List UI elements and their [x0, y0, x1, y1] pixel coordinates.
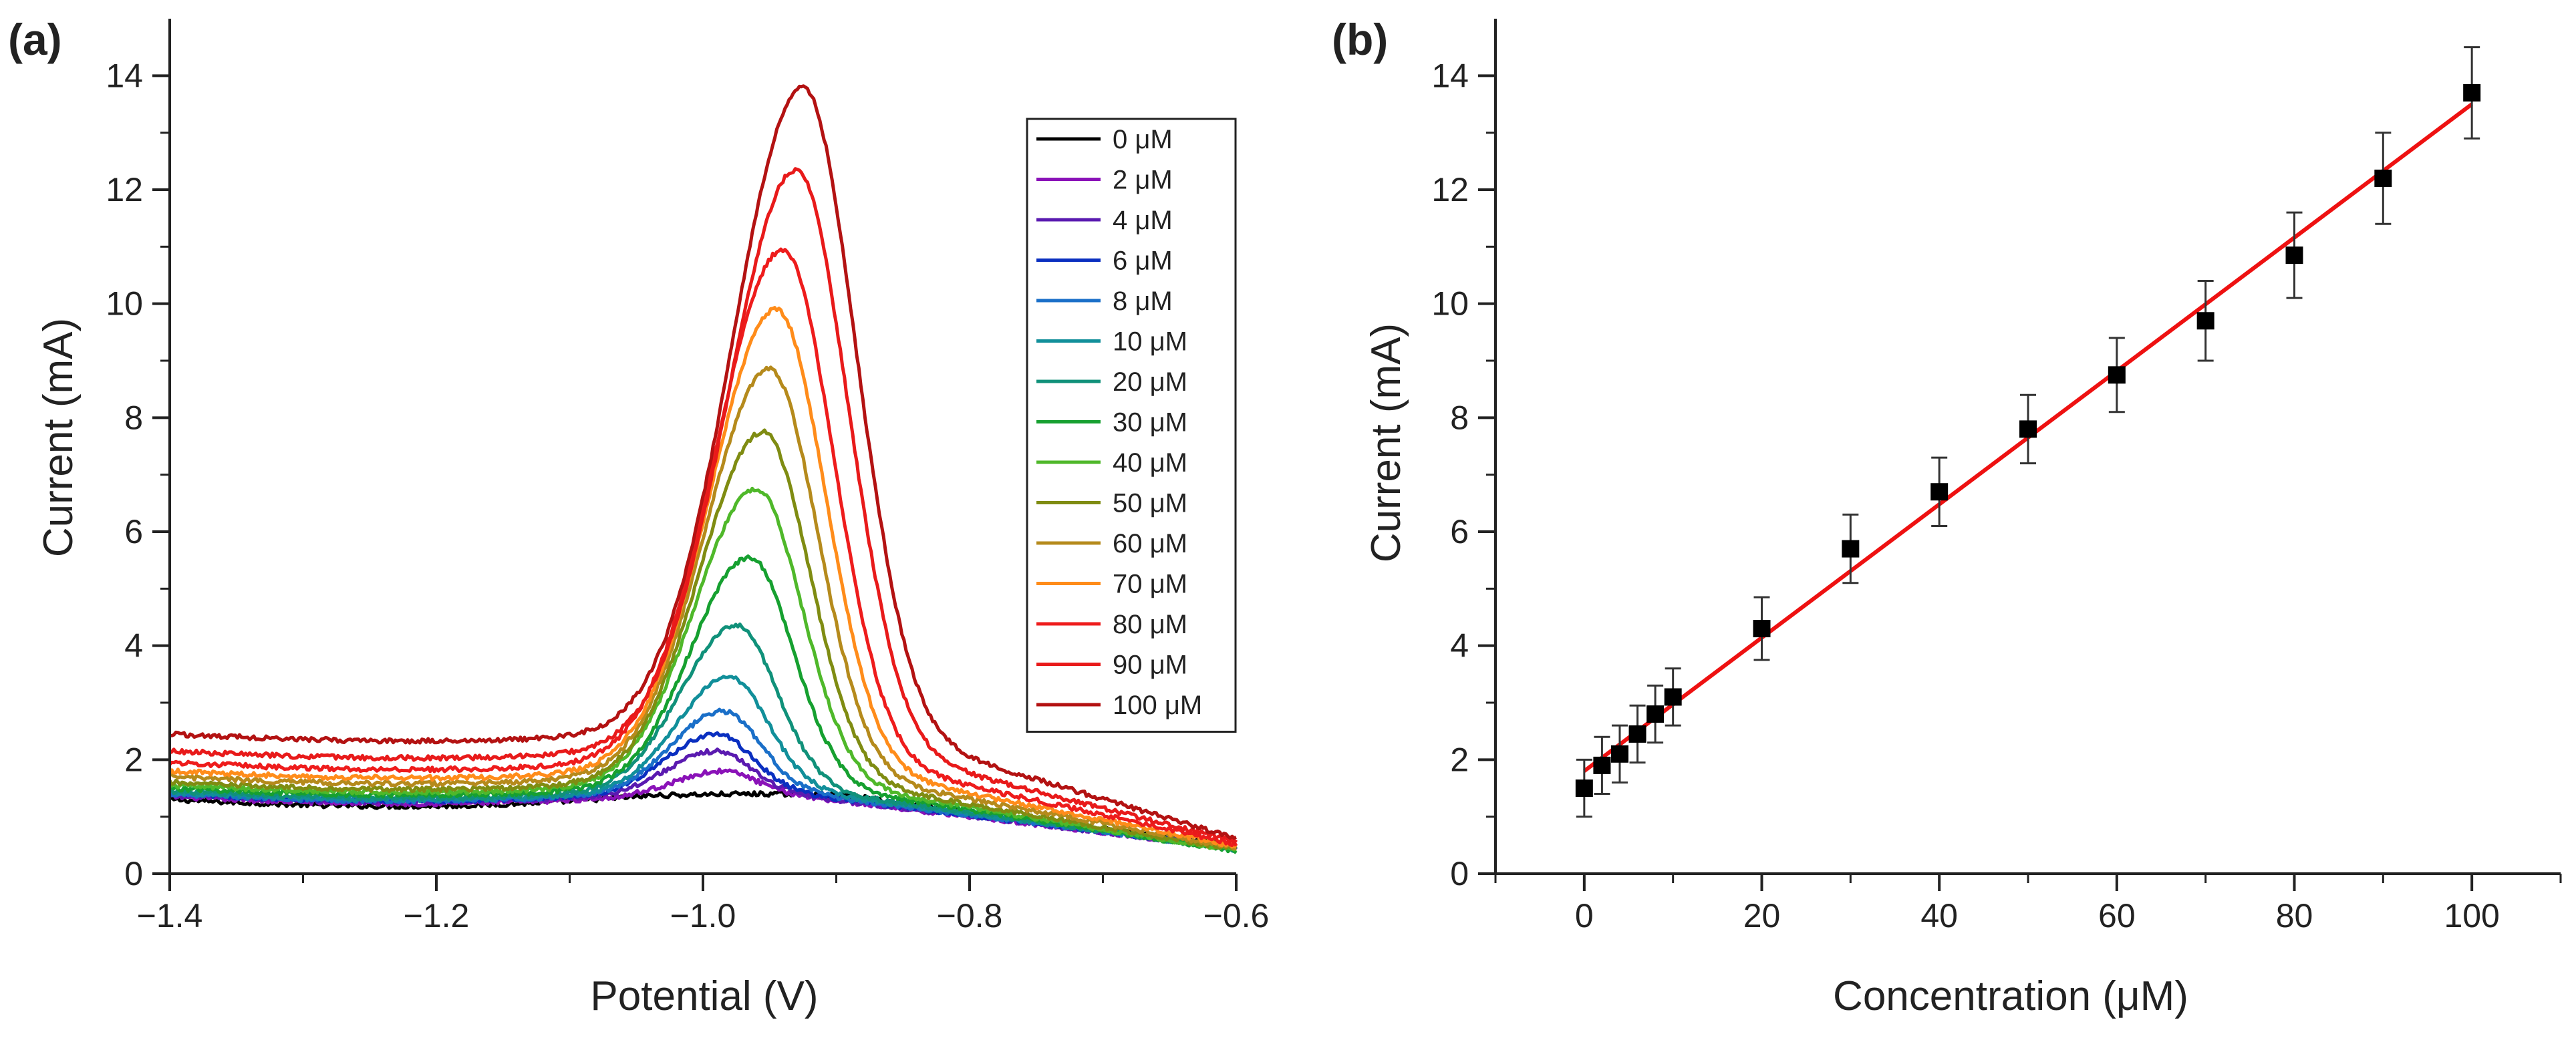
y-tick-label: 0 — [124, 855, 143, 892]
series-line-9 — [168, 428, 1238, 851]
legend-label: 40 μM — [1113, 448, 1187, 478]
legend-label: 0 μM — [1113, 125, 1173, 154]
y-tick-label: 4 — [1450, 627, 1469, 665]
y-tick-label: 14 — [1431, 57, 1469, 94]
y-tick-label: 14 — [106, 57, 143, 94]
x-tick-label: 40 — [1920, 897, 1958, 934]
y-tick-label: 8 — [1450, 399, 1469, 436]
data-point — [1610, 745, 1628, 763]
data-point — [1753, 620, 1771, 638]
panel-a-series — [168, 84, 1238, 854]
series-line-14 — [169, 84, 1237, 840]
y-tick-label: 0 — [1450, 855, 1469, 892]
data-point — [2019, 420, 2037, 438]
data-point — [1842, 540, 1860, 558]
legend-label: 10 μM — [1113, 327, 1187, 357]
data-point — [1647, 705, 1665, 723]
data-point — [2108, 366, 2126, 384]
y-tick-label: 6 — [1450, 513, 1469, 550]
legend-box — [1026, 118, 1237, 733]
legend-label: 100 μM — [1113, 691, 1202, 720]
x-tick-label: −1.0 — [670, 897, 736, 934]
legend-label: 70 μM — [1113, 570, 1187, 599]
y-tick-label: 12 — [1431, 171, 1469, 208]
series-line-11 — [168, 306, 1238, 849]
legend-label: 30 μM — [1113, 408, 1187, 438]
panel-b-points — [1575, 46, 2481, 818]
legend-label: 20 μM — [1113, 367, 1187, 397]
data-point — [2463, 83, 2481, 102]
y-tick-label: 10 — [106, 285, 143, 323]
legend-label: 90 μM — [1113, 651, 1187, 680]
data-point — [1930, 483, 1949, 501]
y-tick-label: 8 — [124, 399, 143, 436]
legend-label: 50 μM — [1113, 489, 1187, 518]
x-tick-label: −0.8 — [937, 897, 1003, 934]
y-tick-label: 4 — [124, 627, 143, 665]
panel-b-label: (b) — [1332, 15, 1388, 64]
x-tick-label: 20 — [1743, 897, 1781, 934]
x-tick-label: 100 — [2444, 897, 2499, 934]
x-tick-label: 0 — [1575, 897, 1594, 934]
y-tick-label: 2 — [1450, 741, 1469, 778]
panel-a-x-axis-title: Potential (V) — [590, 973, 818, 1019]
x-tick-label: −0.6 — [1203, 897, 1270, 934]
panel-a: (a) −1.4 −1.2 −1.0 −0.8 −0.6 0 2 4 6 8 10 12 14 Pote… — [8, 15, 1269, 1019]
series-line-13 — [168, 167, 1238, 845]
series-line-7 — [168, 554, 1238, 854]
y-tick-label: 10 — [1431, 285, 1469, 323]
panel-b-y-axis-title: Current (mA) — [1363, 323, 1409, 562]
legend-label: 4 μM — [1113, 206, 1173, 235]
data-point — [1593, 756, 1611, 774]
data-point — [2374, 169, 2392, 187]
panel-a-label: (a) — [8, 15, 62, 64]
panel-b: (b) 0 20 40 60 80 100 0 2 4 6 8 10 12 14 Concentratio… — [1332, 15, 2562, 1019]
x-tick-label: −1.4 — [137, 897, 203, 934]
data-point — [2196, 312, 2214, 330]
panel-a-ticks: −1.4 −1.2 −1.0 −0.8 −0.6 0 2 4 6 8 10 12 14 — [106, 57, 1269, 934]
legend-label: 60 μM — [1113, 529, 1187, 558]
data-point — [2285, 246, 2303, 265]
legend-label: 8 μM — [1113, 287, 1173, 316]
data-point — [1664, 688, 1682, 706]
data-point — [1575, 779, 1593, 797]
series-line-10 — [169, 365, 1237, 851]
legend-label: 80 μM — [1113, 610, 1187, 639]
y-tick-label: 6 — [124, 513, 143, 550]
panel-b-ticks: 0 20 40 60 80 100 0 2 4 6 8 10 12 14 — [1431, 57, 2562, 934]
panel-b-x-axis-title: Concentration (μM) — [1833, 973, 2188, 1019]
x-tick-label: −1.2 — [404, 897, 470, 934]
data-point — [1628, 725, 1647, 743]
panel-a-legend: 0 μM 2 μM 4 μM 6 μM 8 μM 10 μM 20 μM 30 μM 40 μM… — [1026, 118, 1237, 733]
y-tick-label: 12 — [106, 171, 143, 208]
legend-label: 2 μM — [1113, 166, 1173, 195]
x-tick-label: 80 — [2276, 897, 2313, 934]
y-tick-label: 2 — [124, 741, 143, 778]
x-tick-label: 60 — [2098, 897, 2136, 934]
legend-label: 6 μM — [1113, 246, 1173, 276]
panel-a-y-axis-title: Current (mA) — [35, 318, 82, 557]
